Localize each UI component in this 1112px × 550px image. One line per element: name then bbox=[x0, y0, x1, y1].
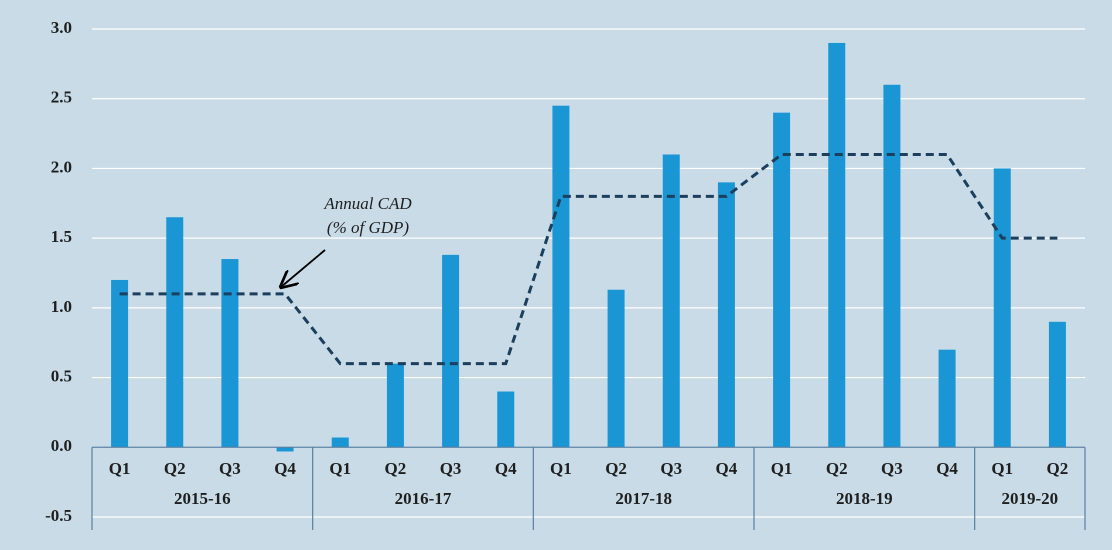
bar bbox=[166, 217, 184, 448]
x-tick-label: Q4 bbox=[495, 459, 517, 478]
x-tick-label: Q4 bbox=[274, 459, 296, 478]
y-tick-label: -0.5 bbox=[45, 506, 72, 525]
group-label: 2018-19 bbox=[836, 489, 893, 508]
x-tick-label: Q4 bbox=[936, 459, 958, 478]
group-label: 2015-16 bbox=[174, 489, 231, 508]
y-tick-label: 0.0 bbox=[51, 436, 72, 455]
x-tick-label: Q2 bbox=[826, 459, 848, 478]
bar bbox=[883, 84, 901, 448]
y-tick-label: 2.5 bbox=[51, 88, 72, 107]
y-tick-label: 3.0 bbox=[51, 18, 72, 37]
bar bbox=[221, 259, 239, 448]
x-tick-label: Q2 bbox=[1047, 459, 1069, 478]
bar bbox=[331, 437, 349, 448]
bar bbox=[552, 105, 570, 448]
x-tick-label: Q3 bbox=[440, 459, 462, 478]
y-tick-label: 1.0 bbox=[51, 297, 72, 316]
x-tick-label: Q2 bbox=[385, 459, 407, 478]
cad-line bbox=[119, 152, 1058, 366]
x-tick-label: Q1 bbox=[771, 459, 793, 478]
x-tick-label: Q4 bbox=[716, 459, 738, 478]
x-tick-label: Q2 bbox=[164, 459, 186, 478]
bar bbox=[662, 154, 680, 448]
y-tick-label: 1.5 bbox=[51, 227, 72, 246]
bar bbox=[773, 112, 791, 448]
bar bbox=[276, 447, 294, 452]
annotation-arrow bbox=[281, 249, 326, 287]
bar bbox=[442, 254, 460, 448]
bar bbox=[828, 42, 846, 448]
y-tick-label: 0.5 bbox=[51, 366, 72, 385]
x-tick-label: Q3 bbox=[660, 459, 682, 478]
x-tick-label: Q3 bbox=[881, 459, 903, 478]
x-tick-label: Q1 bbox=[109, 459, 131, 478]
bar bbox=[111, 279, 129, 448]
x-tick-label: Q1 bbox=[550, 459, 572, 478]
y-tick-label: 2.0 bbox=[51, 157, 72, 176]
annotation: (% of GDP) bbox=[327, 218, 409, 237]
bar bbox=[717, 182, 735, 448]
annotation: Annual CAD bbox=[323, 194, 412, 213]
x-tick-label: Q1 bbox=[991, 459, 1013, 478]
group-label: 2019-20 bbox=[1001, 489, 1058, 508]
bar bbox=[938, 349, 956, 448]
group-label: 2016-17 bbox=[395, 489, 452, 508]
group-label: 2017-18 bbox=[615, 489, 672, 508]
bar bbox=[497, 391, 515, 448]
x-tick-label: Q2 bbox=[605, 459, 627, 478]
bar bbox=[1048, 321, 1066, 448]
bar bbox=[386, 363, 404, 448]
bar bbox=[993, 168, 1011, 448]
bar bbox=[607, 289, 625, 448]
x-tick-label: Q1 bbox=[329, 459, 351, 478]
x-tick-label: Q3 bbox=[219, 459, 241, 478]
